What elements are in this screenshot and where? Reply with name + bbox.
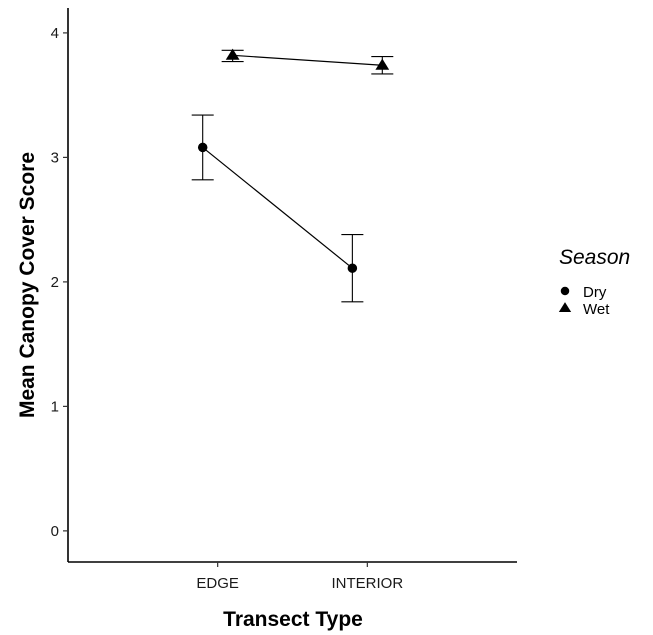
legend-key-wet bbox=[558, 302, 572, 313]
y-tick-label: 2 bbox=[51, 274, 59, 291]
y-tick-label: 3 bbox=[51, 149, 59, 166]
legend-label-dry: Dry bbox=[583, 284, 607, 301]
plot-area bbox=[191, 48, 394, 303]
y-tick-label: 1 bbox=[51, 398, 59, 415]
series-line-dry bbox=[202, 146, 353, 269]
axes: 0 1 2 3 4 EDGE INTERIOR bbox=[51, 8, 517, 592]
x-tick-label: EDGE bbox=[196, 575, 239, 592]
legend-label-wet: Wet bbox=[583, 301, 610, 318]
y-tick-label: 0 bbox=[51, 523, 59, 540]
series-line-wet bbox=[232, 54, 383, 66]
y-axis-title: Mean Canopy Cover Score bbox=[16, 152, 39, 418]
legend-title: Season bbox=[559, 246, 630, 269]
x-tick-label: INTERIOR bbox=[331, 575, 403, 592]
data-point-wet bbox=[225, 48, 240, 60]
data-point-dry bbox=[197, 142, 208, 153]
data-point-dry bbox=[347, 263, 358, 273]
legend-key-dry bbox=[560, 286, 570, 296]
y-tick-label: 4 bbox=[51, 25, 59, 42]
data-point-wet bbox=[375, 58, 390, 70]
x-axis-title: Transect Type bbox=[223, 608, 363, 631]
